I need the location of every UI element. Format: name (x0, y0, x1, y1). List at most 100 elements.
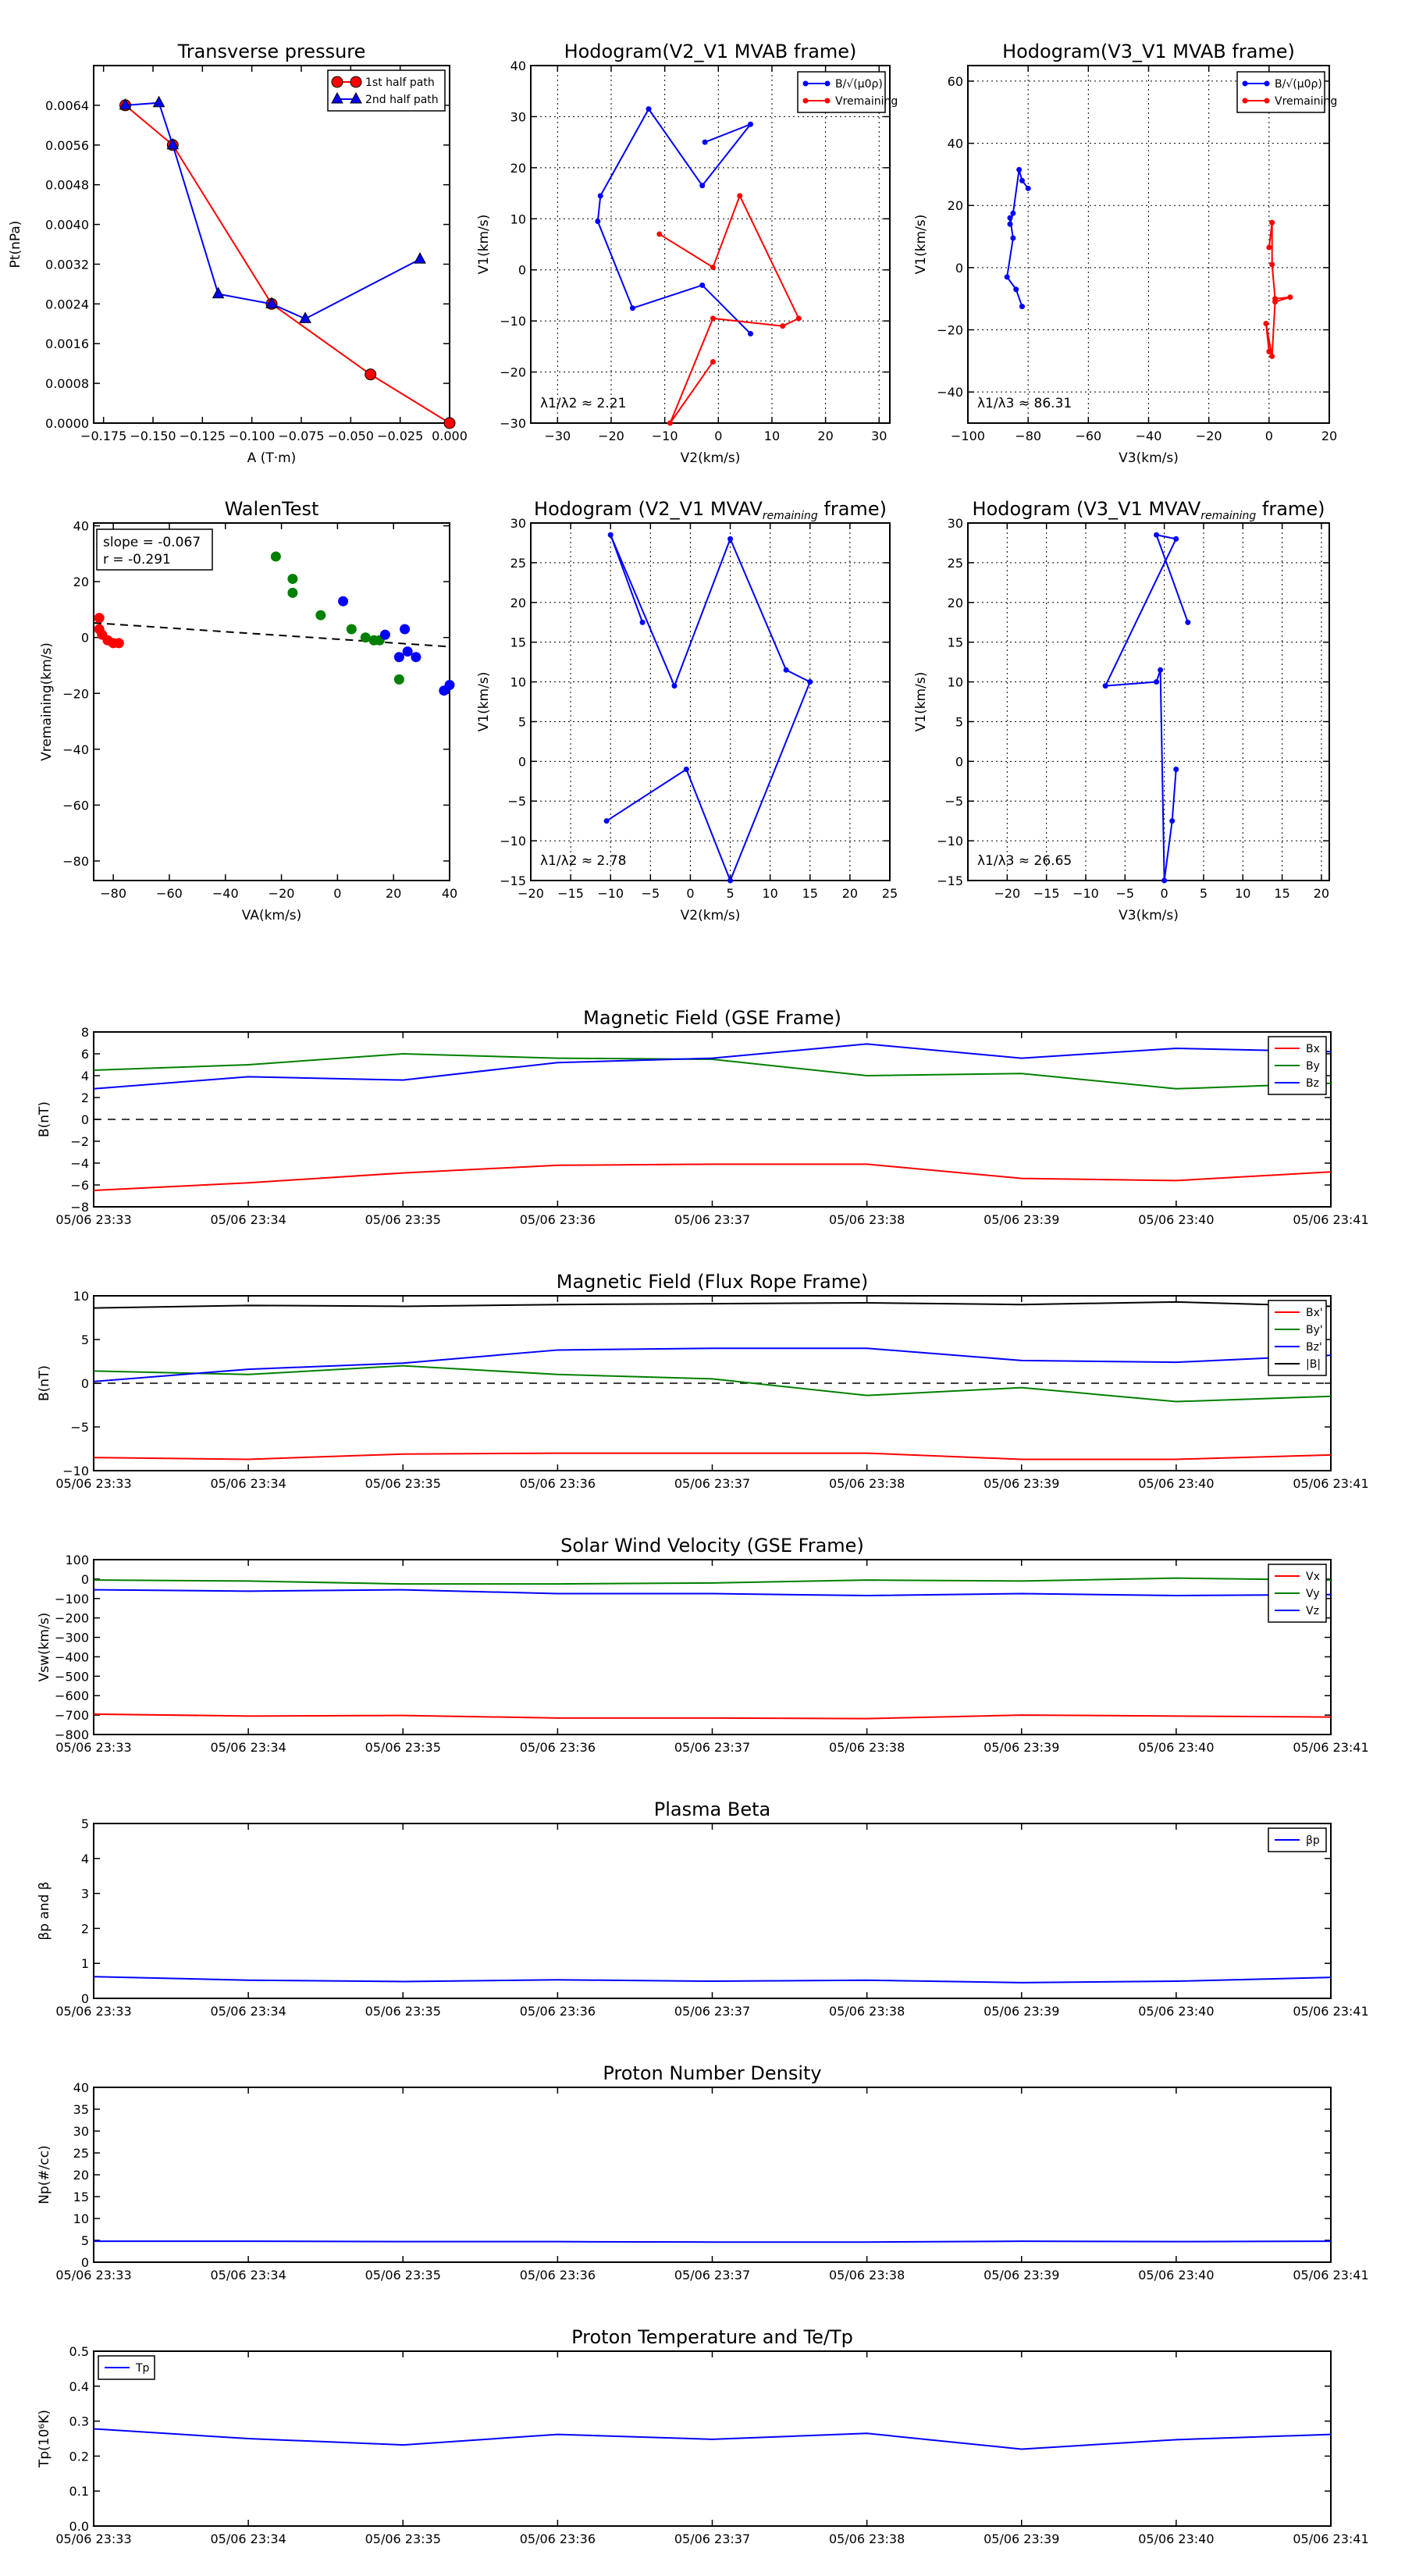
series-line-Vx (93, 1713, 1332, 1720)
data-point (710, 315, 716, 322)
y-tick-label: −30 (500, 416, 526, 431)
y-tick-label: 25 (948, 556, 963, 571)
legend (1236, 71, 1325, 113)
y-tick-label: 0.0008 (45, 376, 89, 391)
y-axis-label: Pt(nPa) (8, 221, 23, 269)
data-point (299, 311, 311, 323)
plasma_beta: 05/06 23:33 05/06 23:34 05/06 23:35 05/06 2… (37, 1799, 1369, 2019)
legend-label: By (1306, 1060, 1320, 1073)
series-line-Vy (93, 1577, 1332, 1585)
legend-label: B/√(μ0ρ) (1275, 78, 1322, 91)
x-tick-label: 05/06 23:36 (520, 2268, 596, 2282)
x-tick-label: 10 (764, 429, 780, 443)
x-tick-label: 05/06 23:38 (829, 2004, 905, 2019)
y-tick-label: 60 (948, 74, 963, 89)
chart-title: Hodogram(V2_V1 MVAB frame) (564, 41, 857, 62)
y-tick-label: 40 (510, 59, 526, 73)
series-line-Bz' (93, 1347, 1332, 1382)
x-tick-label: −0.150 (130, 429, 176, 443)
y-tick-label: 100 (65, 1553, 89, 1567)
data-point (1013, 286, 1019, 293)
x-tick-label: −20 (269, 886, 295, 901)
data-point (1266, 244, 1272, 251)
x-tick-label: 05/06 23:34 (210, 2532, 286, 2546)
x-tick-label: 05/06 23:38 (829, 1740, 905, 1755)
y-axis-label: Tp(10⁶K) (37, 2410, 52, 2468)
x-tick-label: 10 (762, 886, 777, 901)
x-tick-label: −40 (212, 886, 239, 901)
series-#ff0000 (94, 613, 124, 649)
x-tick-label: −5 (642, 886, 660, 901)
x-tick-label: 05/06 23:38 (829, 1212, 905, 1227)
plot-frame (93, 65, 450, 424)
y-tick-label: −10 (500, 834, 526, 849)
y-tick-label: 40 (73, 519, 89, 534)
data-point (270, 551, 281, 562)
legend-label: Bz' (1306, 1341, 1322, 1354)
series-#0000ff (338, 596, 455, 696)
data-point (414, 252, 426, 264)
hodogram_v2v1_mvab: −30 −20 −10 0 10 20 30 −30 −20 −10 0 10 20 30 40 Hodogr… (476, 41, 898, 466)
x-tick-label: −15 (1033, 886, 1060, 901)
y-axis-label: Vremaining(km/s) (39, 642, 55, 761)
chart-title: WalenTest (225, 498, 319, 520)
series-line-Vz (93, 1589, 1332, 1597)
data-point (1272, 299, 1279, 305)
legend-marker (1264, 98, 1270, 104)
legend-label: |B| (1306, 1358, 1321, 1371)
chart-title: Hodogram (V2_V1 MVAVremaining frame) (534, 498, 887, 522)
y-tick-label: 0 (955, 261, 963, 276)
data-point (287, 587, 298, 598)
x-tick-label: 05/06 23:37 (674, 1212, 750, 1227)
data-point (603, 818, 610, 824)
data-point (727, 877, 734, 884)
annotation-text: λ1/λ2 ≈ 2.21 (540, 396, 626, 411)
data-point (656, 231, 663, 237)
data-point (444, 680, 455, 691)
data-point (1269, 353, 1275, 359)
y-tick-label: −20 (62, 686, 89, 701)
data-point (607, 532, 614, 538)
series-line (606, 534, 812, 883)
data-point (350, 91, 362, 104)
y-tick-label: 30 (73, 2124, 89, 2139)
x-tick-label: 20 (1321, 429, 1337, 443)
y-tick-label: −800 (55, 1727, 89, 1742)
y-tick-label: 10 (948, 675, 963, 690)
legend (327, 69, 446, 112)
x-tick-label: 15 (802, 886, 818, 901)
x-tick-label: 25 (882, 886, 898, 901)
y-tick-label: 0.0040 (45, 218, 89, 233)
x-tick-label: 20 (817, 429, 833, 443)
x-tick-label: 05/06 23:39 (984, 1476, 1059, 1491)
data-point (807, 679, 813, 685)
data-point (1169, 818, 1176, 824)
legend-label: Vremaining (1275, 95, 1337, 108)
x-tick-label: 05/06 23:36 (520, 2532, 596, 2546)
series-#0000ff (1102, 532, 1191, 884)
y-tick-label: −20 (937, 323, 963, 338)
x-tick-label: 05/06 23:33 (55, 1476, 131, 1491)
x-tick-label: −0.125 (180, 429, 226, 443)
y-tick-label: 25 (73, 2146, 89, 2161)
y-tick-label: −80 (62, 854, 89, 869)
data-point (639, 619, 646, 625)
x-tick-label: −60 (156, 886, 183, 901)
data-point (1287, 294, 1293, 301)
x-tick-label: 05/06 23:35 (365, 2268, 441, 2282)
x-tick-label: 05/06 23:39 (984, 1740, 1059, 1755)
y-tick-label: 0 (518, 754, 526, 769)
y-tick-label: −40 (62, 742, 89, 757)
legend-marker (1264, 80, 1270, 87)
x-axis-label: V2(km/s) (681, 908, 741, 923)
y-tick-label: −5 (70, 1420, 89, 1435)
annotation-text: λ1/λ3 ≈ 26.65 (977, 853, 1072, 869)
data-point (338, 596, 349, 607)
data-point (1010, 210, 1016, 216)
data-point (1154, 679, 1160, 685)
y-tick-label: −5 (944, 794, 963, 809)
data-point (1019, 177, 1025, 183)
data-point (1154, 532, 1160, 538)
proton_density: 05/06 23:33 05/06 23:34 05/06 23:35 05/06 2… (37, 2062, 1369, 2282)
data-point (699, 183, 706, 189)
